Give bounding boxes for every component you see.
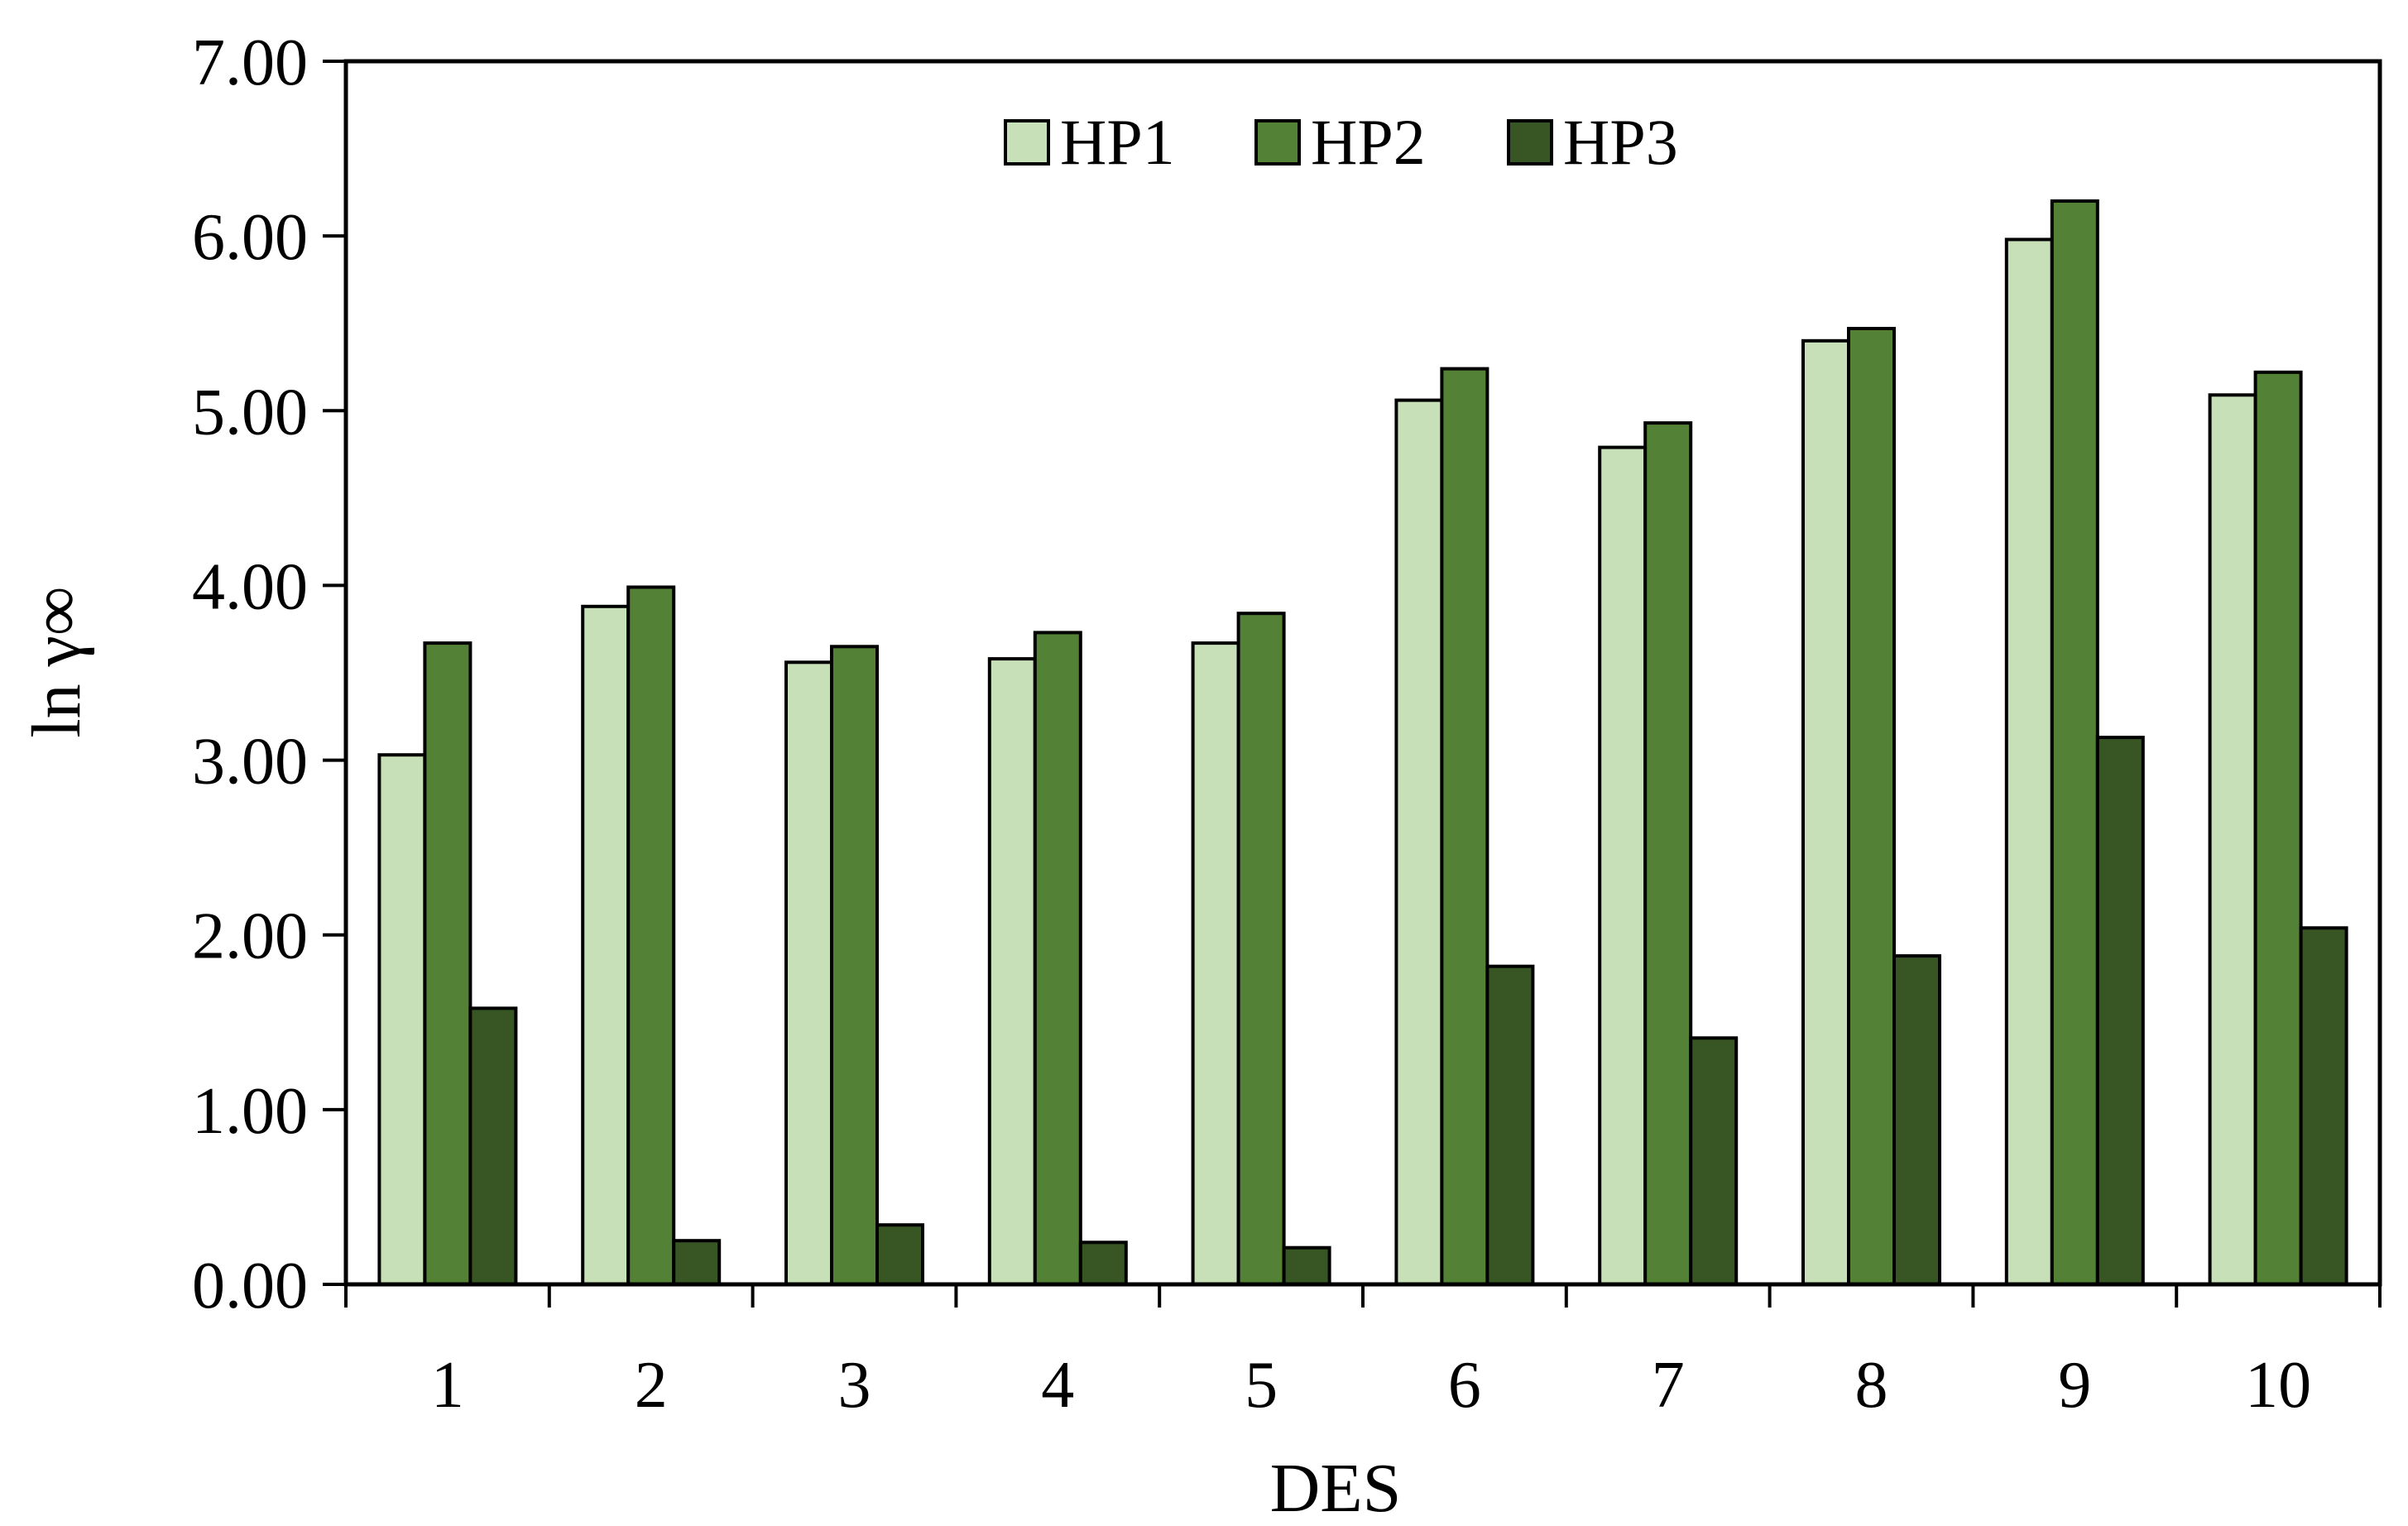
y-axis-title: ln γ∞ (18, 586, 95, 737)
x-tick-label: 3 (838, 1349, 871, 1422)
bar-hp3-des-9 (2095, 736, 2145, 1286)
bar-hp1-des-7 (1598, 445, 1648, 1286)
bar-hp2-des-1 (423, 641, 472, 1286)
bar-hp3-des-5 (1282, 1245, 1331, 1286)
bar-hp1-des-1 (377, 753, 427, 1286)
bar-hp3-des-8 (1892, 954, 1941, 1286)
x-tick-label: 5 (1245, 1349, 1278, 1422)
bar-hp2-des-3 (830, 645, 879, 1286)
bar-hp2-des-4 (1033, 631, 1082, 1286)
bar-hp2-des-6 (1440, 367, 1489, 1287)
bar-hp3-des-6 (1485, 964, 1535, 1286)
legend-label-hp3: HP3 (1563, 106, 1678, 178)
y-tick-label: 6.00 (192, 201, 308, 274)
x-tick-label: 9 (2058, 1349, 2091, 1422)
bar-hp1-des-3 (784, 660, 833, 1286)
bar-hp2-des-7 (1643, 421, 1693, 1287)
x-tick-label: 6 (1448, 1349, 1481, 1422)
bar-hp1-des-2 (581, 604, 631, 1286)
y-tick-label: 7.00 (192, 26, 308, 99)
bar-hp2-des-8 (1847, 327, 1896, 1286)
x-tick-label: 1 (431, 1349, 464, 1422)
bar-hp3-des-1 (468, 1006, 518, 1287)
bar-hp3-des-2 (672, 1239, 722, 1286)
ticks-layer: 0.00 1.00 2.00 3.00 4.00 5.00 6.00 7.00 1 2 3 4 5 6 7 8… (192, 26, 2382, 1422)
bar-hp1-des-5 (1191, 641, 1240, 1286)
bar-hp3-des-4 (1078, 1240, 1128, 1287)
bar-hp2-des-5 (1236, 612, 1286, 1286)
bar-hp2-des-2 (626, 585, 676, 1286)
bar-hp2-des-9 (2050, 199, 2099, 1286)
x-tick-label: 2 (635, 1349, 668, 1422)
bar-hp3-des-3 (875, 1223, 924, 1286)
y-tick-label: 4.00 (192, 550, 308, 623)
x-tick-label: 10 (2245, 1349, 2311, 1422)
legend-swatch-hp3 (1507, 119, 1553, 166)
bar-hp3-des-7 (1689, 1036, 1739, 1287)
legend-label-hp1: HP1 (1060, 106, 1175, 178)
x-tick-label: 4 (1041, 1349, 1074, 1422)
bar-hp1-des-10 (2208, 393, 2257, 1286)
x-axis-title: DES (1270, 1450, 1402, 1526)
y-tick-label: 3.00 (192, 726, 308, 799)
bar-hp1-des-9 (2004, 238, 2054, 1286)
y-tick-label: 0.00 (192, 1250, 308, 1322)
bar-hp1-des-8 (1801, 338, 1850, 1286)
legend-label-hp2: HP2 (1311, 106, 1426, 178)
bar-hp1-des-6 (1394, 398, 1444, 1287)
x-tick-label: 7 (1652, 1349, 1685, 1422)
y-tick-label: 5.00 (192, 376, 308, 449)
bar-hp3-des-10 (2299, 926, 2348, 1287)
bar-hp1-des-4 (987, 657, 1037, 1286)
x-tick-label: 8 (1855, 1349, 1888, 1422)
legend-swatch-hp2 (1254, 119, 1301, 166)
legend-swatch-hp1 (1004, 119, 1050, 166)
legend: HP1 HP2 HP3 (1004, 106, 1678, 178)
y-tick-label: 1.00 (192, 1075, 308, 1148)
y-tick-label: 2.00 (192, 900, 308, 973)
bar-hp2-des-10 (2253, 370, 2303, 1286)
bars-layer (377, 199, 2348, 1287)
